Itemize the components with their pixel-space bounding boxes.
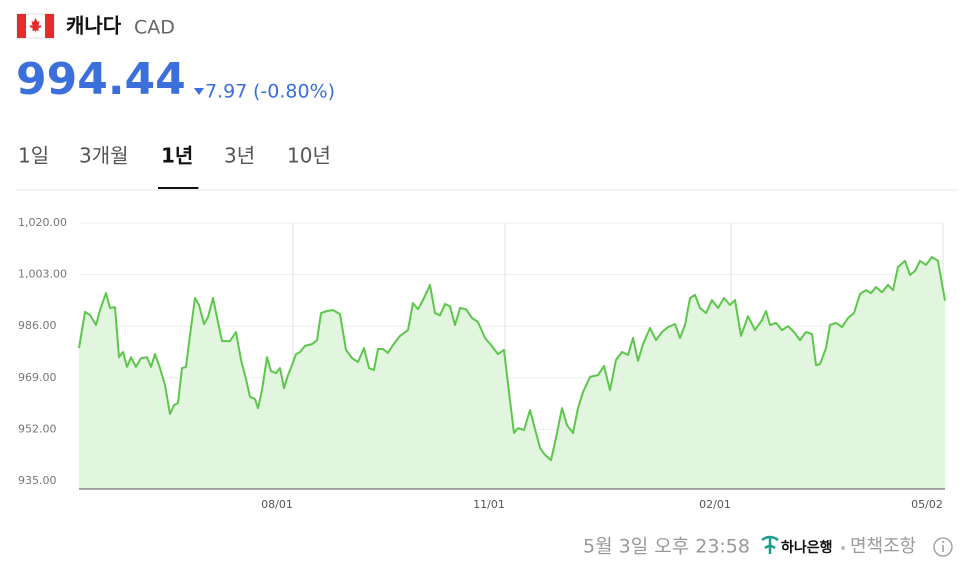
tab[interactable]: 3년 [224, 144, 255, 168]
x-tick-label: 11/01 [473, 498, 505, 511]
bank-logo [761, 535, 779, 554]
area [79, 257, 945, 489]
timestamp: 5월 3일 오후 23:58 [583, 536, 750, 558]
currency-code: CAD [134, 17, 175, 39]
info-icon[interactable] [933, 537, 953, 557]
down-arrow [194, 88, 204, 95]
line [78, 256, 946, 462]
y-tick-label: 969.00 [18, 371, 57, 384]
x-tick-label: 05/02 [911, 498, 943, 511]
change: 7.97 [205, 81, 247, 103]
currency-name: 캐나다 [66, 14, 122, 38]
dot [841, 546, 845, 550]
x-tick-label: 02/01 [699, 498, 731, 511]
tab[interactable]: 3개월 [79, 144, 129, 168]
tab[interactable]: 10년 [287, 144, 331, 168]
y-tick-label: 986.00 [18, 319, 57, 332]
disclaimer[interactable]: 면책조항 [850, 536, 916, 557]
y-tick-label: 1,020.00 [18, 216, 67, 229]
tab[interactable]: 1년 [161, 144, 193, 168]
y-tick-label: 1,003.00 [18, 268, 67, 281]
flag [16, 13, 55, 39]
x-tick-label: 08/01 [261, 498, 293, 511]
tab[interactable]: 1일 [18, 144, 49, 168]
price: 994.44 [16, 54, 186, 105]
y-tick-label: 952.00 [18, 422, 57, 435]
bank-name: 하나은행 [781, 539, 833, 556]
y-tick-label: 935.00 [18, 474, 57, 487]
change-pct: (-0.80%) [253, 81, 335, 103]
